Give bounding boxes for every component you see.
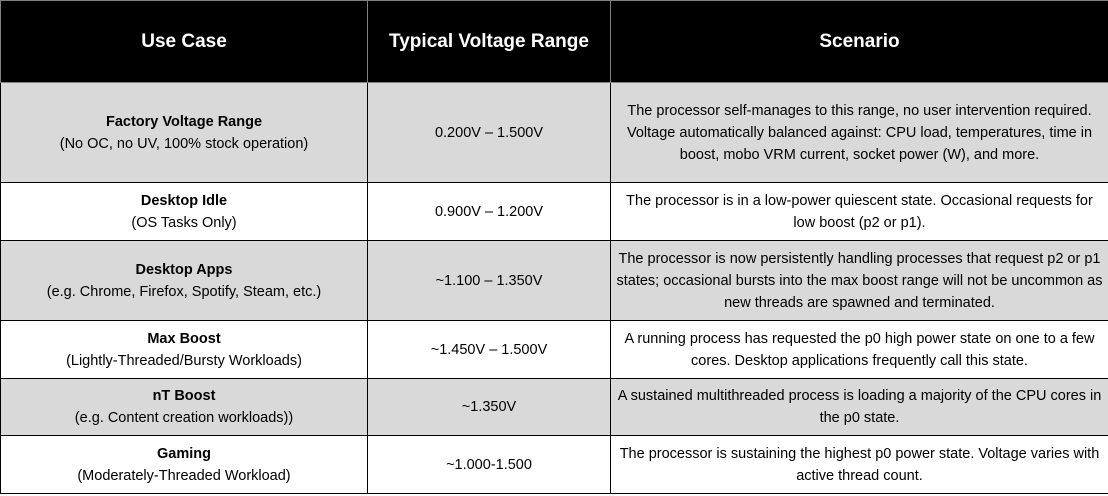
- use-case-title: nT Boost: [152, 388, 216, 404]
- table-row: Gaming (Moderately-Threaded Workload) ~1…: [0, 435, 1108, 494]
- use-case-title: Gaming: [157, 445, 211, 462]
- use-case-subtitle: (No OC, no UV, 100% stock operation): [59, 135, 309, 152]
- scenario-cell: A sustained multithreaded process is loa…: [610, 378, 1108, 436]
- use-case-subtitle: (Moderately-Threaded Workload): [77, 467, 291, 484]
- header-voltage-range: Typical Voltage Range: [367, 0, 611, 83]
- voltage-cell: 0.200V – 1.500V: [367, 82, 611, 183]
- use-case-title: Factory Voltage Range: [105, 113, 263, 130]
- use-case-cell: Desktop Idle (OS Tasks Only): [0, 182, 368, 241]
- header-use-case: Use Case: [0, 0, 368, 83]
- header-row: Use Case Typical Voltage Range Scenario: [0, 0, 1108, 83]
- voltage-cell: ~1.450V – 1.500V: [367, 320, 611, 379]
- table-row: Factory Voltage Range (No OC, no UV, 100…: [0, 82, 1108, 183]
- scenario-cell: The processor is in a low-power quiescen…: [610, 182, 1108, 241]
- use-case-cell: Max Boost (Lightly-Threaded/Bursty Workl…: [0, 320, 368, 379]
- use-case-title: Desktop Idle: [140, 192, 228, 209]
- voltage-cell: ~1.350V: [367, 378, 611, 436]
- table-row: Desktop Idle (OS Tasks Only) 0.900V – 1.…: [0, 182, 1108, 241]
- use-case-subtitle: (e.g. Chrome, Firefox, Spotify, Steam, e…: [46, 283, 322, 300]
- use-case-cell: Gaming (Moderately-Threaded Workload): [0, 435, 368, 494]
- use-case-cell: Factory Voltage Range (No OC, no UV, 100…: [0, 82, 368, 183]
- table-row: nT Boost (e.g. Content creation workload…: [0, 378, 1108, 436]
- scenario-cell: A running process has requested the p0 h…: [610, 320, 1108, 379]
- scenario-cell: The processor self-manages to this range…: [610, 82, 1108, 183]
- scenario-cell: The processor is now persistently handli…: [610, 240, 1108, 321]
- voltage-cell: 0.900V – 1.200V: [367, 182, 611, 241]
- header-scenario: Scenario: [610, 0, 1108, 83]
- use-case-subtitle: (OS Tasks Only): [131, 214, 237, 231]
- scenario-cell: The processor is sustaining the highest …: [610, 435, 1108, 494]
- use-case-cell: Desktop Apps (e.g. Chrome, Firefox, Spot…: [0, 240, 368, 321]
- use-case-subtitle: (Lightly-Threaded/Bursty Workloads): [66, 352, 302, 369]
- table-row: Desktop Apps (e.g. Chrome, Firefox, Spot…: [0, 240, 1108, 321]
- use-case-cell: nT Boost (e.g. Content creation workload…: [0, 378, 368, 436]
- use-case-subtitle: (e.g. Content creation workloads)): [74, 410, 294, 426]
- voltage-cell: ~1.100 – 1.350V: [367, 240, 611, 321]
- use-case-title: Max Boost: [147, 330, 221, 347]
- table-row: Max Boost (Lightly-Threaded/Bursty Workl…: [0, 320, 1108, 379]
- voltage-cell: ~1.000-1.500: [367, 435, 611, 494]
- use-case-title: Desktop Apps: [135, 261, 233, 278]
